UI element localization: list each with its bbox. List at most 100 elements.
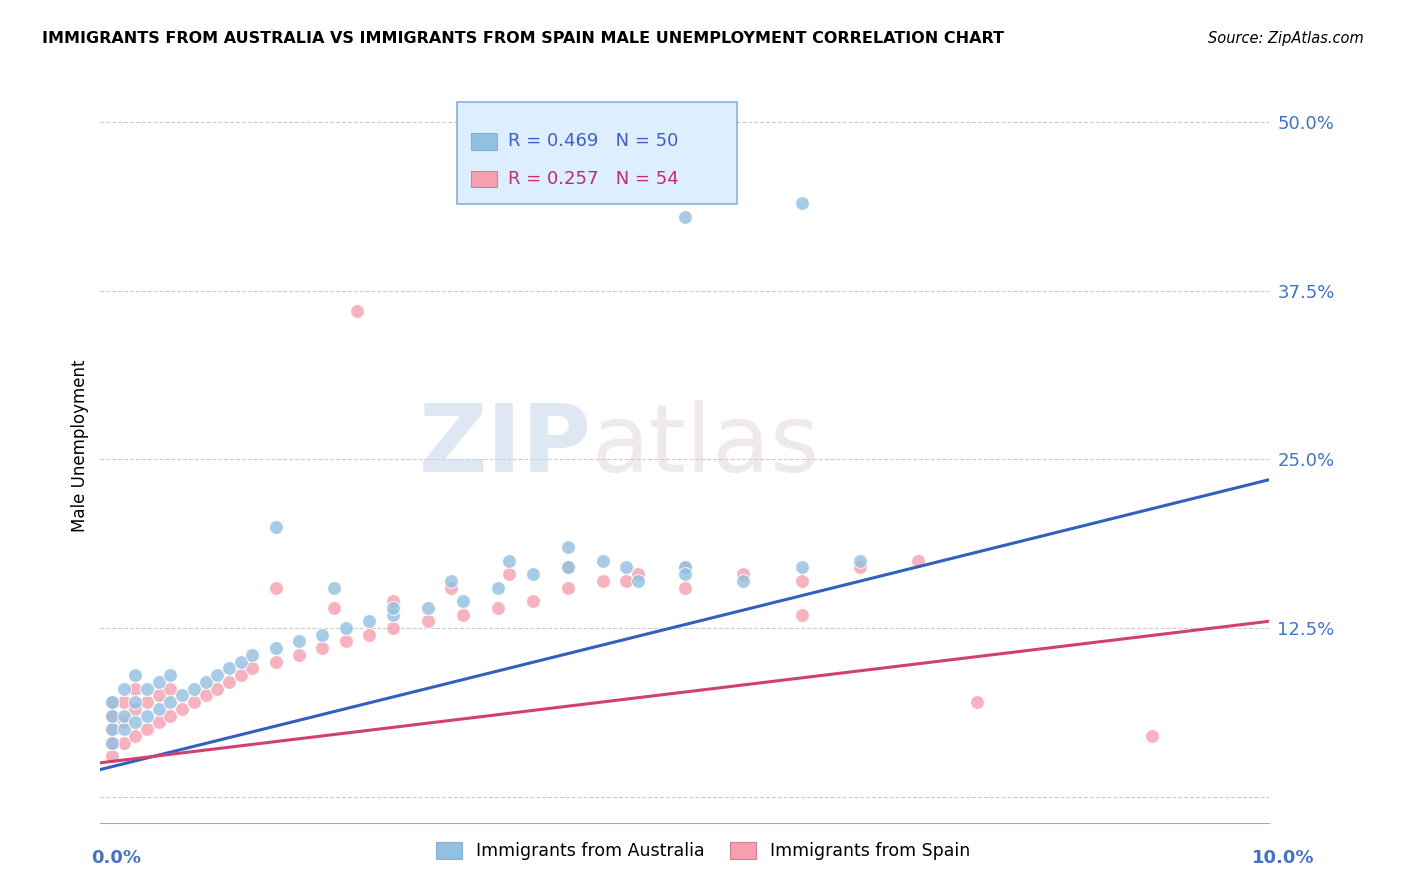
Point bbox=[323, 581, 346, 595]
Point bbox=[229, 655, 252, 669]
Point bbox=[112, 715, 135, 730]
Point bbox=[849, 553, 872, 567]
Point bbox=[381, 607, 404, 622]
Point bbox=[264, 641, 287, 656]
Point bbox=[451, 594, 474, 608]
Point bbox=[112, 736, 135, 750]
Point bbox=[335, 634, 357, 648]
Point bbox=[592, 553, 614, 567]
Point bbox=[359, 614, 381, 628]
Point bbox=[124, 702, 146, 716]
Point bbox=[907, 553, 929, 567]
Point bbox=[966, 695, 988, 709]
Point bbox=[323, 600, 346, 615]
Point bbox=[381, 600, 404, 615]
Point bbox=[112, 708, 135, 723]
Point bbox=[205, 668, 228, 682]
Point bbox=[172, 689, 194, 703]
Point bbox=[101, 708, 124, 723]
Point bbox=[112, 681, 135, 696]
Point bbox=[205, 681, 228, 696]
Point bbox=[124, 695, 146, 709]
Point bbox=[790, 196, 813, 211]
Point bbox=[101, 695, 124, 709]
Point bbox=[148, 702, 170, 716]
Point bbox=[733, 567, 755, 582]
Point bbox=[346, 304, 368, 318]
Point bbox=[240, 648, 263, 662]
FancyBboxPatch shape bbox=[457, 103, 737, 204]
Point bbox=[486, 581, 509, 595]
Point bbox=[183, 695, 205, 709]
Point bbox=[183, 681, 205, 696]
Point bbox=[733, 574, 755, 588]
Point bbox=[194, 689, 217, 703]
Text: R = 0.257   N = 54: R = 0.257 N = 54 bbox=[508, 170, 679, 188]
Point bbox=[124, 681, 146, 696]
Point bbox=[124, 668, 146, 682]
Point bbox=[240, 661, 263, 675]
Point bbox=[101, 708, 124, 723]
Point bbox=[498, 553, 520, 567]
Point bbox=[148, 689, 170, 703]
Point bbox=[498, 567, 520, 582]
Point bbox=[673, 560, 696, 574]
Point bbox=[790, 607, 813, 622]
Point bbox=[218, 661, 240, 675]
Point bbox=[159, 695, 181, 709]
Point bbox=[124, 715, 146, 730]
Text: atlas: atlas bbox=[591, 400, 820, 492]
Text: ZIP: ZIP bbox=[419, 400, 591, 492]
Text: Source: ZipAtlas.com: Source: ZipAtlas.com bbox=[1208, 31, 1364, 46]
Point bbox=[112, 695, 135, 709]
Point bbox=[229, 668, 252, 682]
Point bbox=[557, 581, 579, 595]
Point bbox=[557, 540, 579, 554]
Point bbox=[614, 574, 637, 588]
Point bbox=[451, 607, 474, 622]
Point bbox=[218, 674, 240, 689]
Point bbox=[1140, 729, 1163, 743]
Point bbox=[335, 621, 357, 635]
Point bbox=[381, 621, 404, 635]
Point bbox=[136, 708, 159, 723]
Point bbox=[124, 729, 146, 743]
Point bbox=[136, 681, 159, 696]
Point bbox=[101, 695, 124, 709]
Point bbox=[172, 702, 194, 716]
Point bbox=[311, 641, 333, 656]
Point bbox=[557, 560, 579, 574]
Point bbox=[440, 574, 463, 588]
Point bbox=[136, 695, 159, 709]
Point bbox=[359, 628, 381, 642]
Point bbox=[790, 560, 813, 574]
Point bbox=[264, 520, 287, 534]
Point bbox=[148, 674, 170, 689]
Bar bbox=[471, 133, 496, 150]
Point bbox=[673, 210, 696, 224]
Point bbox=[627, 574, 650, 588]
Point bbox=[101, 736, 124, 750]
Bar bbox=[471, 170, 496, 187]
Point bbox=[614, 560, 637, 574]
Point bbox=[101, 722, 124, 736]
Point bbox=[416, 614, 439, 628]
Point bbox=[381, 594, 404, 608]
Point bbox=[522, 594, 544, 608]
Point bbox=[101, 722, 124, 736]
Point bbox=[592, 574, 614, 588]
Legend: Immigrants from Australia, Immigrants from Spain: Immigrants from Australia, Immigrants fr… bbox=[429, 835, 977, 867]
Point bbox=[288, 648, 311, 662]
Point bbox=[673, 581, 696, 595]
Point bbox=[557, 560, 579, 574]
Point bbox=[486, 600, 509, 615]
Point bbox=[194, 674, 217, 689]
Point bbox=[311, 628, 333, 642]
Point bbox=[136, 722, 159, 736]
Point bbox=[159, 668, 181, 682]
Point bbox=[849, 560, 872, 574]
Point bbox=[101, 736, 124, 750]
Text: 0.0%: 0.0% bbox=[91, 849, 142, 867]
Text: IMMIGRANTS FROM AUSTRALIA VS IMMIGRANTS FROM SPAIN MALE UNEMPLOYMENT CORRELATION: IMMIGRANTS FROM AUSTRALIA VS IMMIGRANTS … bbox=[42, 31, 1004, 46]
Point bbox=[673, 567, 696, 582]
